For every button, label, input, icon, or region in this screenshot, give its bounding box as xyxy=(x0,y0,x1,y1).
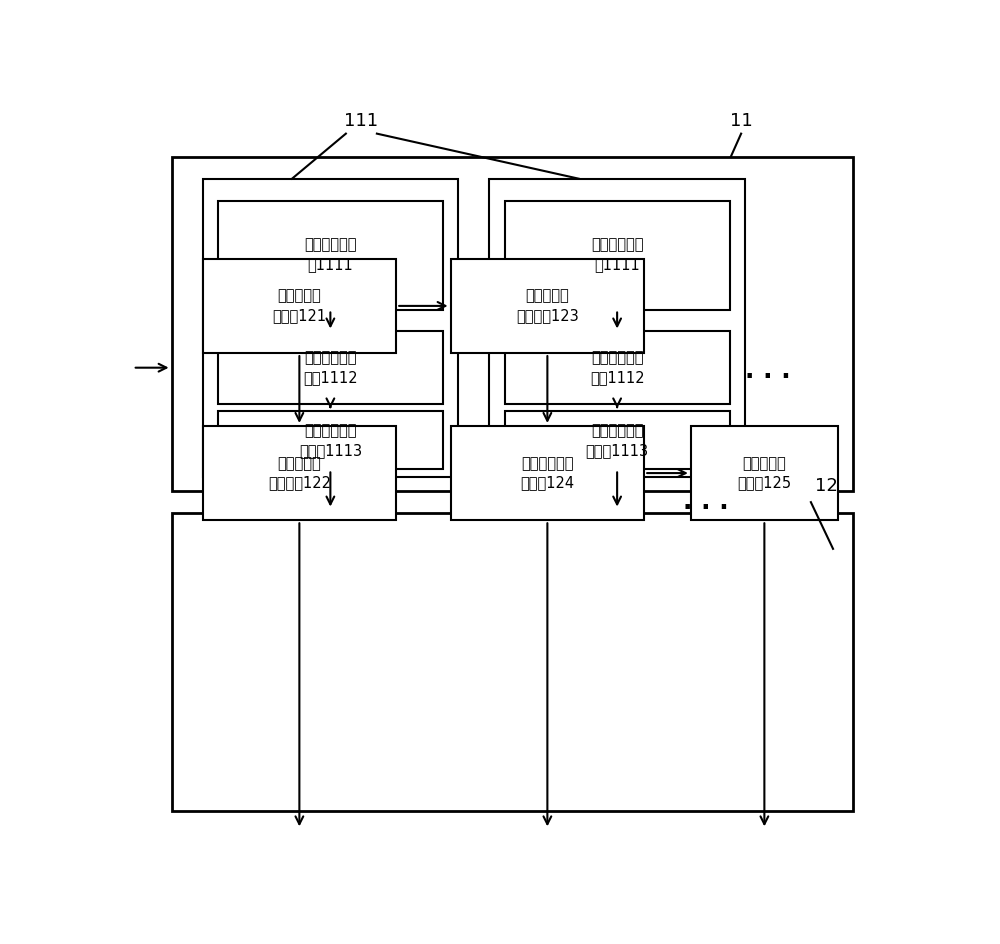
Bar xyxy=(450,426,644,520)
Text: 子阵天线子模
块1111: 子阵天线子模 块1111 xyxy=(591,238,643,273)
Text: 子阵相位控
制子模块122: 子阵相位控 制子模块122 xyxy=(268,456,331,491)
Text: 11: 11 xyxy=(730,112,753,130)
Text: 极化参数估计
子模块124: 极化参数估计 子模块124 xyxy=(520,456,574,491)
Text: . . .: . . . xyxy=(683,490,729,514)
Bar xyxy=(172,514,853,811)
Bar xyxy=(450,259,644,353)
Text: 子阵相移器子
模块1112: 子阵相移器子 模块1112 xyxy=(590,350,644,385)
Bar xyxy=(505,331,730,404)
Bar xyxy=(172,157,853,491)
Bar xyxy=(202,259,396,353)
Text: 互相关计算
子模块121: 互相关计算 子模块121 xyxy=(272,289,326,323)
Bar xyxy=(691,426,838,520)
Bar xyxy=(218,331,443,404)
Bar xyxy=(202,178,458,477)
Bar xyxy=(218,412,443,469)
Text: 子阵相移器子
模块1112: 子阵相移器子 模块1112 xyxy=(303,350,358,385)
Text: 子阵信号转换
子模块1113: 子阵信号转换 子模块1113 xyxy=(299,423,362,458)
Bar xyxy=(218,200,443,310)
Text: 子阵信号转换
子模块1113: 子阵信号转换 子模块1113 xyxy=(586,423,649,458)
Text: 12: 12 xyxy=(815,477,838,495)
Text: 最大比合并
子模块125: 最大比合并 子模块125 xyxy=(737,456,791,491)
Text: 111: 111 xyxy=(344,112,378,130)
Bar xyxy=(505,200,730,310)
Bar xyxy=(202,426,396,520)
Text: 子阵天线子模
块1111: 子阵天线子模 块1111 xyxy=(304,238,357,273)
Text: . . .: . . . xyxy=(745,360,791,383)
Bar xyxy=(505,412,730,469)
Bar xyxy=(489,178,745,477)
Text: 数字波束成
型子模块123: 数字波束成 型子模块123 xyxy=(516,289,579,323)
